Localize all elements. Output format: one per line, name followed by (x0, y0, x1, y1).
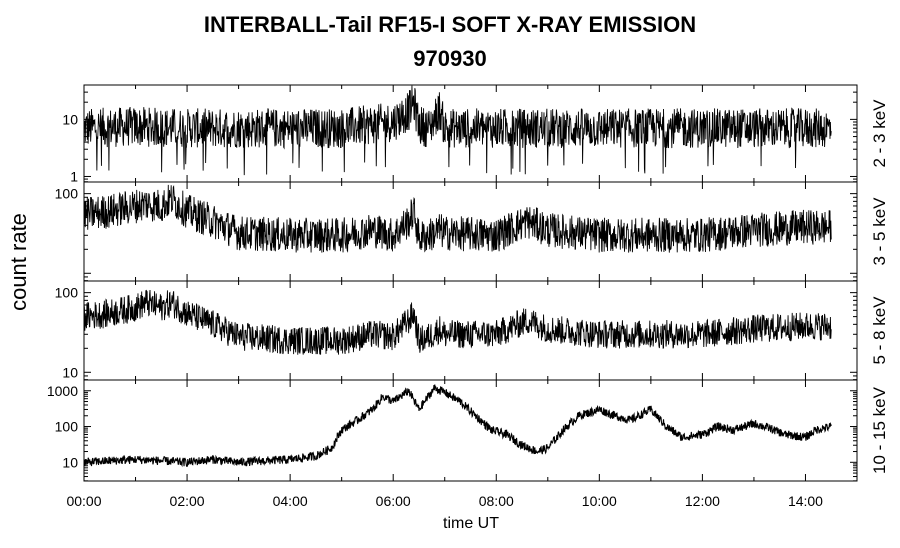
x-tick-label: 06:00 (376, 493, 411, 509)
y-tick-label: 10 (62, 111, 78, 127)
series-line (83, 384, 832, 468)
y-axis-label: count rate (6, 213, 31, 311)
series-label: 3 - 5 keV (870, 197, 889, 266)
series-line (83, 289, 832, 355)
series-label: 10 - 15 keV (870, 386, 889, 474)
series-label: 2 - 3 keV (870, 99, 889, 168)
x-tick-label: 00:00 (66, 493, 101, 509)
y-tick-label: 100 (55, 186, 79, 202)
series-line (83, 184, 832, 253)
x-tick-label: 12:00 (685, 493, 720, 509)
y-tick-label: 1000 (47, 383, 78, 399)
chart-subtitle: 970930 (413, 46, 487, 71)
x-tick-label: 04:00 (273, 493, 308, 509)
y-tick-label: 10 (62, 364, 78, 380)
series-label: 5 - 8 keV (870, 296, 889, 365)
x-tick-label: 14:00 (788, 493, 823, 509)
y-tick-label: 100 (55, 419, 79, 435)
series-line (83, 85, 832, 176)
x-tick-label: 08:00 (479, 493, 514, 509)
x-tick-label: 02:00 (170, 493, 205, 509)
x-axis-label: time UT (443, 515, 499, 532)
y-tick-label: 10 (62, 454, 78, 470)
panel-frame (83, 379, 858, 482)
x-tick-label: 10:00 (582, 493, 617, 509)
y-tick-label: 100 (55, 285, 79, 301)
y-tick-label: 1 (70, 168, 78, 184)
chart-title: INTERBALL-Tail RF15-I SOFT X-RAY EMISSIO… (203, 12, 697, 37)
